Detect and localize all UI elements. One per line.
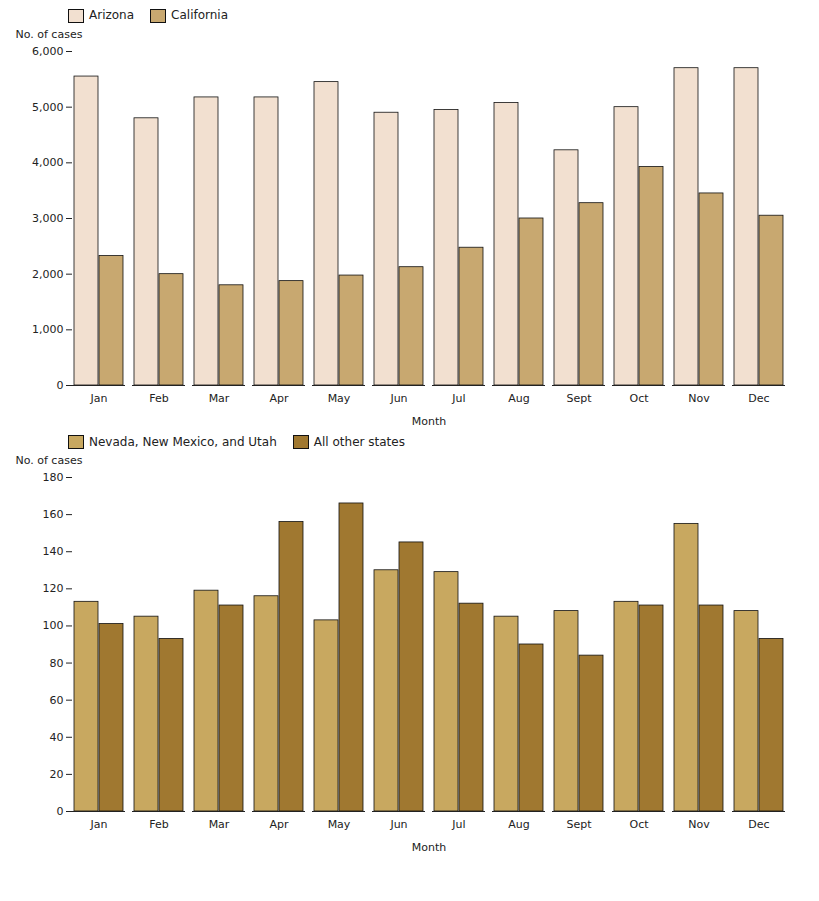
svg-text:0: 0 xyxy=(57,379,64,392)
svg-text:Mar: Mar xyxy=(209,392,230,405)
svg-text:Mar: Mar xyxy=(209,818,230,831)
html-text:California: California xyxy=(171,8,229,22)
svg-text:0: 0 xyxy=(57,805,64,818)
svg-text:40: 40 xyxy=(50,731,64,744)
svg-text:Jul: Jul xyxy=(451,818,465,831)
html-text:All other states: All other states xyxy=(313,434,405,449)
svg-text:Oct: Oct xyxy=(629,392,649,405)
svg-text:Apr: Apr xyxy=(269,392,289,405)
svg-text:Jun: Jun xyxy=(389,818,407,831)
svg-text:Nov: Nov xyxy=(688,818,710,831)
svg-text:May: May xyxy=(328,818,351,831)
svg-text:80: 80 xyxy=(50,657,64,670)
svg-text:20: 20 xyxy=(50,768,64,781)
svg-text:Month: Month xyxy=(412,841,447,854)
svg-text:Jul: Jul xyxy=(451,392,465,405)
svg-text:Apr: Apr xyxy=(269,818,289,831)
svg-text:No. of cases: No. of cases xyxy=(16,28,83,41)
svg-text:6,000: 6,000 xyxy=(32,45,64,58)
html-text:Nevada, New Mexico, and Utah: Nevada, New Mexico, and Utah xyxy=(89,434,277,449)
svg-text:100: 100 xyxy=(43,619,64,632)
svg-text:140: 140 xyxy=(43,545,64,558)
svg-text:May: May xyxy=(328,392,351,405)
svg-text:120: 120 xyxy=(43,582,64,595)
svg-text:Jun: Jun xyxy=(389,392,407,405)
svg-text:No. of cases: No. of cases xyxy=(16,454,83,467)
svg-text:Nov: Nov xyxy=(688,392,710,405)
svg-text:Aug: Aug xyxy=(508,392,529,405)
svg-text:Feb: Feb xyxy=(149,392,168,405)
svg-text:160: 160 xyxy=(43,508,64,521)
svg-text:Sept: Sept xyxy=(566,392,592,405)
svg-text:Feb: Feb xyxy=(149,818,168,831)
svg-text:Jan: Jan xyxy=(90,392,108,405)
svg-text:Sept: Sept xyxy=(566,818,592,831)
svg-text:4,000: 4,000 xyxy=(32,156,64,169)
svg-text:Month: Month xyxy=(412,414,447,427)
svg-text:Aug: Aug xyxy=(508,818,529,831)
html-text:Arizona: Arizona xyxy=(89,8,135,22)
svg-text:3,000: 3,000 xyxy=(32,212,64,225)
svg-text:60: 60 xyxy=(50,694,64,707)
svg-text:Dec: Dec xyxy=(748,392,769,405)
svg-text:5,000: 5,000 xyxy=(32,100,64,113)
svg-text:180: 180 xyxy=(43,471,64,484)
svg-text:Dec: Dec xyxy=(748,818,769,831)
svg-text:Oct: Oct xyxy=(629,818,649,831)
svg-text:1,000: 1,000 xyxy=(32,323,64,336)
svg-text:2,000: 2,000 xyxy=(32,267,64,280)
svg-text:Jan: Jan xyxy=(90,818,108,831)
